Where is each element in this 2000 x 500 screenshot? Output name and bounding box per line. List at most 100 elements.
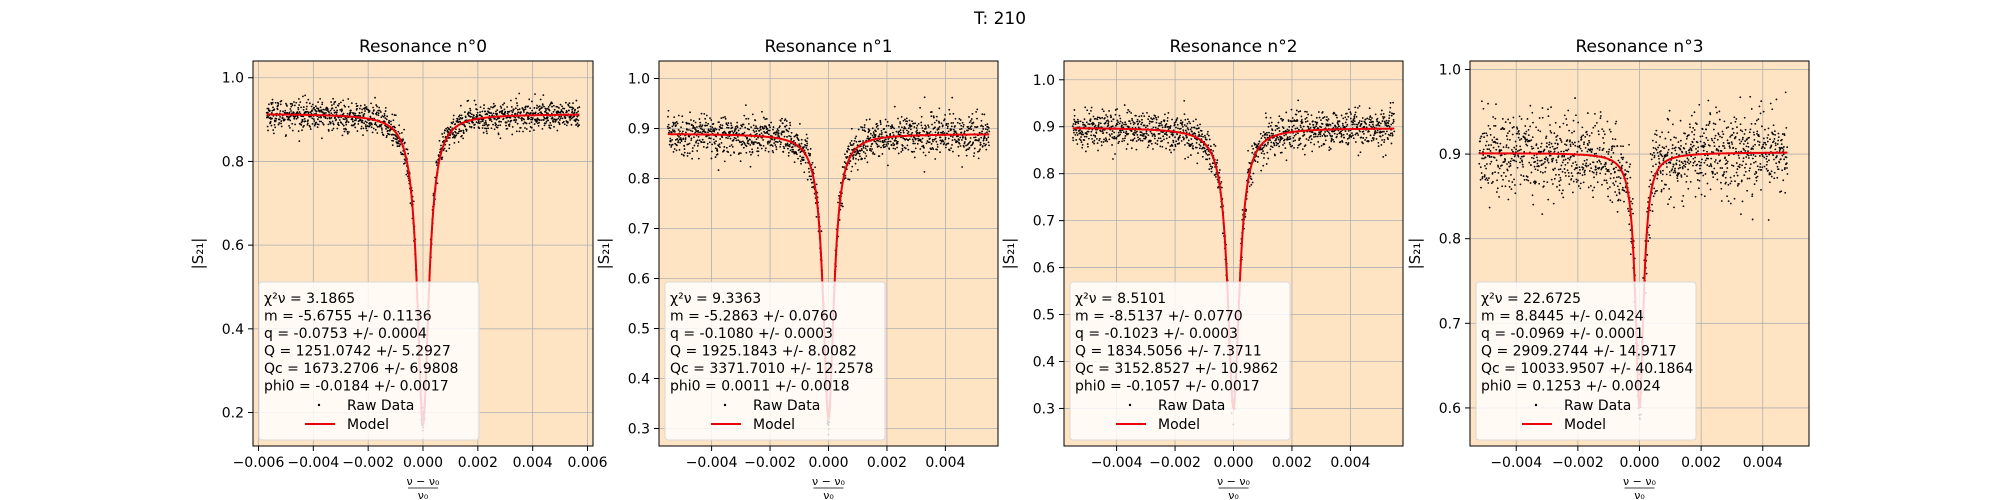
raw-data-point — [1250, 183, 1253, 186]
raw-data-point — [716, 148, 719, 151]
raw-data-point — [759, 128, 762, 131]
raw-data-point — [313, 106, 315, 109]
raw-data-point — [1388, 111, 1391, 114]
raw-data-point — [487, 127, 490, 130]
raw-data-point — [365, 106, 368, 108]
raw-data-point — [768, 141, 771, 144]
raw-data-point — [1206, 154, 1209, 156]
raw-data-point — [864, 157, 866, 160]
raw-data-point — [469, 109, 472, 112]
raw-data-point — [710, 130, 713, 133]
raw-data-point — [377, 109, 380, 112]
raw-data-point — [954, 125, 956, 127]
raw-data-point — [750, 126, 753, 129]
raw-data-point — [1093, 139, 1096, 142]
raw-data-point — [877, 140, 880, 142]
raw-data-point — [327, 130, 330, 132]
raw-data-point — [1299, 110, 1302, 113]
raw-data-point — [800, 142, 803, 145]
raw-data-point — [295, 117, 298, 120]
raw-data-point — [959, 119, 962, 121]
raw-data-point — [1514, 154, 1517, 156]
raw-data-point — [902, 119, 905, 122]
raw-data-point — [911, 120, 913, 123]
raw-data-point — [1609, 177, 1612, 180]
raw-data-point — [1187, 142, 1190, 145]
raw-data-point — [744, 104, 747, 107]
raw-data-point — [1586, 133, 1589, 136]
raw-data-point — [1084, 150, 1087, 153]
raw-data-point — [751, 113, 754, 116]
raw-data-point — [1156, 143, 1159, 146]
raw-data-point — [1519, 183, 1522, 186]
raw-data-point — [958, 142, 961, 145]
raw-data-point — [1132, 123, 1135, 126]
raw-data-point — [377, 114, 380, 117]
raw-data-point — [792, 148, 794, 151]
raw-data-point — [746, 137, 749, 140]
raw-data-point — [913, 156, 916, 159]
raw-data-point — [1090, 106, 1093, 109]
raw-data-point — [879, 140, 881, 143]
raw-data-point — [843, 161, 846, 163]
raw-data-point — [364, 110, 366, 112]
raw-data-point — [1107, 119, 1109, 122]
raw-data-point — [963, 142, 966, 145]
raw-data-point — [1269, 139, 1272, 142]
raw-data-point — [1500, 154, 1503, 157]
raw-data-point — [799, 160, 802, 163]
raw-data-point — [528, 122, 531, 125]
raw-data-point — [1595, 168, 1597, 171]
raw-data-point — [340, 122, 343, 124]
raw-data-point — [1388, 114, 1391, 117]
raw-data-point — [302, 95, 304, 98]
raw-data-point — [1286, 128, 1289, 131]
raw-data-point — [1495, 103, 1497, 106]
raw-data-point — [1518, 139, 1521, 141]
raw-data-point — [1507, 161, 1510, 164]
raw-data-point — [327, 108, 329, 111]
y-tick-label: 0.5 — [628, 322, 650, 338]
raw-data-point — [755, 138, 758, 141]
raw-data-point — [986, 123, 989, 126]
raw-data-point — [1497, 164, 1499, 167]
raw-data-point — [972, 129, 975, 132]
raw-data-point — [1157, 127, 1159, 130]
raw-data-point — [857, 152, 860, 155]
raw-data-point — [1368, 130, 1370, 133]
raw-data-point — [1114, 153, 1116, 155]
raw-data-point — [328, 111, 330, 113]
raw-data-point — [1140, 131, 1143, 134]
raw-data-point — [391, 133, 394, 136]
raw-data-point — [1161, 124, 1163, 127]
raw-data-point — [771, 149, 774, 152]
raw-data-point — [928, 151, 930, 154]
raw-data-point — [1565, 118, 1568, 120]
raw-data-point — [710, 128, 712, 131]
raw-data-point — [457, 132, 460, 135]
raw-data-point — [1388, 117, 1391, 120]
raw-data-point — [1325, 123, 1328, 126]
raw-data-point — [1584, 146, 1587, 149]
raw-data-point — [278, 122, 281, 124]
raw-data-point — [361, 121, 364, 124]
raw-data-point — [284, 109, 287, 112]
raw-data-point — [728, 145, 731, 148]
raw-data-point — [909, 128, 912, 131]
raw-data-point — [1502, 146, 1505, 149]
raw-data-point — [671, 143, 674, 146]
raw-data-point — [742, 123, 745, 126]
raw-data-point — [1279, 135, 1281, 138]
raw-data-point — [953, 138, 956, 141]
raw-data-point — [1244, 215, 1247, 218]
panel-2: −0.004 −0.002 0.000 0.002 0.0040.30.40.50.60… — [1000, 37, 1404, 500]
raw-data-point — [1547, 198, 1550, 201]
raw-data-point — [477, 120, 480, 123]
raw-data-point — [704, 124, 707, 127]
raw-data-point — [1563, 154, 1566, 157]
raw-data-point — [1207, 134, 1210, 137]
raw-data-point — [915, 127, 918, 129]
raw-data-point — [708, 141, 711, 144]
raw-data-point — [1486, 163, 1488, 165]
raw-data-point — [1534, 182, 1536, 185]
